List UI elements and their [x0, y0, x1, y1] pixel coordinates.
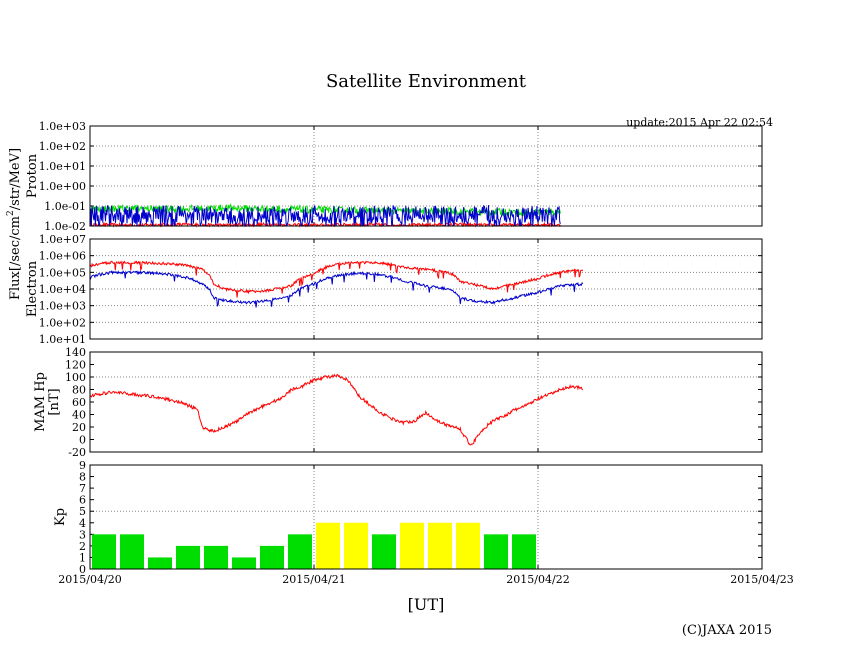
- kp-bar: [260, 545, 284, 569]
- proton-ytick-label: 1.0e+00: [39, 180, 86, 193]
- kp-ytick-label: 4: [79, 517, 86, 530]
- electron-series-red: [89, 260, 584, 298]
- kp-bar: [344, 522, 368, 569]
- mam-hp-unit: [nT]: [47, 388, 62, 415]
- x-tick-label: 2015/04/23: [730, 573, 793, 586]
- kp-bar: [232, 557, 256, 569]
- proton-ytick-label: 1.0e-01: [44, 200, 86, 213]
- kp-bar: [316, 522, 340, 569]
- mam-hp-label: MAM Hp: [33, 372, 48, 432]
- mam_hp-ytick-label: 100: [65, 371, 86, 384]
- kp-frame: [89, 464, 763, 570]
- kp-bar: [148, 557, 172, 569]
- kp-bar: [456, 522, 480, 569]
- mam_hp-series-Hp: [89, 373, 584, 446]
- kp-bar: [512, 534, 536, 569]
- kp-ytick-label: 3: [79, 528, 86, 541]
- chart-panels: 1.0e-021.0e-011.0e+001.0e+011.0e+021.0e+…: [25, 120, 794, 586]
- proton-ytick-label: 1.0e+01: [39, 160, 86, 173]
- proton-ytick-label: 1.0e+02: [39, 140, 86, 153]
- mam_hp-ytick-label: 60: [72, 396, 86, 409]
- electron-panel: 1.0e+01 1.0e+02 1.0e+03 1.0e+04 1.0e+05 1.0e+…: [25, 233, 763, 346]
- kp-bar: [176, 545, 200, 569]
- flux-label-superscript: 2: [6, 210, 16, 216]
- kp-bar: [372, 534, 396, 569]
- kp-ytick-label: 8: [79, 471, 86, 484]
- electron-series-blue: [89, 269, 584, 308]
- kp-ytick-label: 9: [79, 459, 86, 472]
- kp-ytick-label: 2: [79, 540, 86, 553]
- flux-label-head: Flux[/sec/cm: [8, 216, 23, 300]
- kp-ytick-label: 1: [79, 551, 86, 564]
- kp-bar: [428, 522, 452, 569]
- electron-frame: [89, 238, 763, 340]
- copyright: (C)JAXA 2015: [682, 623, 772, 638]
- electron-ytick-label: 1.0e+02: [39, 316, 86, 329]
- proton-frame: [89, 125, 763, 227]
- kp-bar: [484, 534, 508, 569]
- chart-title: Satellite Environment: [326, 71, 527, 92]
- update-timestamp: update:2015 Apr 22 02:54: [626, 116, 773, 129]
- x-tick-label: 2015/04/20: [58, 573, 121, 586]
- proton-ytick-label: 1.0e+03: [39, 120, 86, 133]
- electron-ytick-label: 1.0e+05: [39, 266, 86, 279]
- kp-bar: [120, 534, 144, 569]
- mam_hp-frame: [89, 351, 763, 453]
- kp-label: Kp: [53, 508, 68, 526]
- x-axis-label: [UT]: [408, 595, 445, 614]
- x-tick-label: 2015/04/22: [506, 573, 569, 586]
- electron-ytick-label: 1.0e+01: [39, 333, 86, 346]
- proton-ytick-label: 1.0e-02: [44, 220, 86, 233]
- kp-ytick-label: 6: [79, 494, 86, 507]
- flux-axis-label: Flux[/sec/cm2/str/MeV]: [6, 148, 23, 300]
- kp-ytick-label: 5: [79, 505, 86, 518]
- electron-ytick-label: 1.0e+04: [39, 283, 86, 296]
- mam_hp-ytick-label: 80: [72, 384, 86, 397]
- mam_hp-ytick-label: 120: [65, 359, 86, 372]
- kp-bar: [400, 522, 424, 569]
- mam_hp-ytick-label: 40: [72, 409, 86, 422]
- kp-bar: [204, 545, 228, 569]
- flux-label-tail: /str/MeV]: [8, 148, 23, 210]
- electron-ytick-label: 1.0e+06: [39, 250, 86, 263]
- electron-ytick-label: 1.0e+03: [39, 300, 86, 313]
- electron-ytick-label: 1.0e+07: [39, 233, 86, 246]
- electron-label: Electron: [25, 260, 40, 317]
- mam_hp-ytick-label: -20: [68, 446, 86, 459]
- proton-series-blue: [89, 204, 561, 228]
- proton-panel: 1.0e-02 1.0e-01 1.0e+00 1.0e+01 1.0e+02 1.0e+…: [25, 120, 763, 233]
- mam_hp-ytick-label: 20: [72, 421, 86, 434]
- x-tick-label: 2015/04/21: [282, 573, 345, 586]
- kp-ytick-label: 0: [79, 563, 86, 576]
- kp-bar: [288, 534, 312, 569]
- kp-bar: [92, 534, 116, 569]
- proton-label: Proton: [25, 153, 40, 198]
- kp-ytick-label: 7: [79, 482, 86, 495]
- mam_hp-ytick-label: 0: [79, 434, 86, 447]
- mam_hp-ytick-label: 140: [65, 346, 86, 359]
